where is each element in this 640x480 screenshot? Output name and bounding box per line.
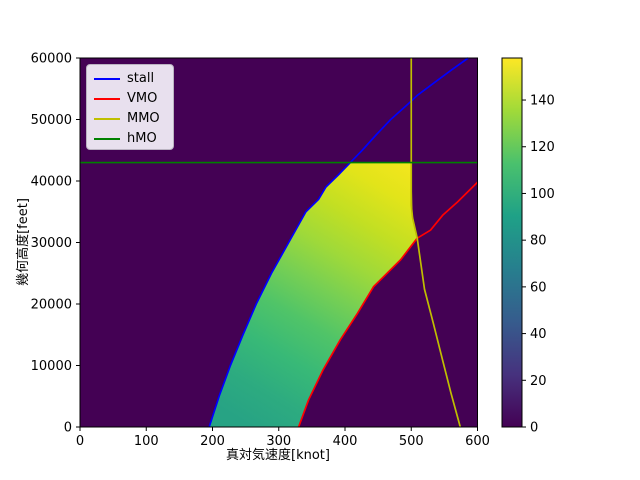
x-axis-title: 真対気速度[knot] <box>226 447 330 463</box>
colorbar-tick-label: 20 <box>530 374 547 389</box>
stall-line <box>208 57 469 428</box>
legend-item-stall: stall <box>94 69 173 89</box>
x-tick-label: 300 <box>266 434 291 449</box>
y-tick-label: 10000 <box>31 359 72 374</box>
boundary-lines <box>80 57 479 428</box>
legend-item-vmo: VMO <box>94 89 173 109</box>
colorbar-tick-label: 80 <box>530 234 547 249</box>
colorbar-tick-label: 0 <box>530 421 538 436</box>
x-tick-label: 100 <box>134 434 159 449</box>
y-axis-title: 幾何高度[feet] <box>15 198 31 286</box>
colorbar-tick-label: 60 <box>530 280 547 295</box>
legend-label: stall <box>127 71 155 86</box>
colorbar-tick-label: 120 <box>530 140 555 155</box>
vmo-line <box>297 181 479 428</box>
envelope-fill <box>209 162 418 428</box>
y-tick-label: 60000 <box>31 52 72 67</box>
x-axis-ticks: 0 100 200 300 400 500 600 <box>76 427 490 449</box>
colorbar: 0 20 40 60 80 100 120 140 <box>501 57 555 436</box>
mmo-line <box>410 58 462 428</box>
y-tick-label: 50000 <box>31 113 72 128</box>
stall-line-swatch <box>94 78 120 80</box>
y-tick-label: 0 <box>64 421 72 436</box>
x-tick-label: 600 <box>465 434 490 449</box>
y-tick-label: 40000 <box>31 175 72 190</box>
vmo-line-swatch <box>94 98 120 100</box>
x-tick-label: 200 <box>200 434 225 449</box>
x-tick-label: 0 <box>76 434 84 449</box>
legend-label: VMO <box>127 91 158 106</box>
envelope-polygon <box>209 162 418 428</box>
colorbar-gradient <box>502 58 522 427</box>
legend-label: MMO <box>127 111 160 126</box>
legend-label: hMO <box>127 131 157 146</box>
colorbar-tick-label: 140 <box>530 94 555 109</box>
hmo-line-swatch <box>94 138 120 140</box>
x-tick-label: 400 <box>333 434 358 449</box>
colorbar-tick-label: 100 <box>530 187 555 202</box>
y-tick-label: 20000 <box>31 298 72 313</box>
legend-item-mmo: MMO <box>94 109 173 129</box>
mmo-line-swatch <box>94 118 120 120</box>
colorbar-frame <box>501 57 523 428</box>
legend: stall VMO MMO hMO <box>86 64 174 150</box>
x-tick-label: 500 <box>399 434 424 449</box>
y-axis-ticks: 0 10000 20000 30000 40000 50000 60000 <box>31 52 80 436</box>
colorbar-tick-label: 40 <box>530 327 547 342</box>
legend-item-hmo: hMO <box>94 129 173 149</box>
y-tick-label: 30000 <box>31 236 72 251</box>
